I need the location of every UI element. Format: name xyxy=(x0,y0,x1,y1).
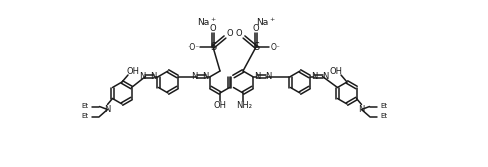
Text: Na: Na xyxy=(197,18,209,27)
Text: O: O xyxy=(253,24,259,33)
Text: Et: Et xyxy=(81,114,88,120)
Text: N: N xyxy=(358,105,365,114)
Text: O: O xyxy=(227,29,233,38)
Text: N: N xyxy=(203,72,209,81)
Text: N: N xyxy=(191,72,198,81)
Text: ·O⁻: ·O⁻ xyxy=(187,42,199,51)
Text: Et: Et xyxy=(81,104,88,110)
Text: N: N xyxy=(265,72,272,81)
Text: O⁻: O⁻ xyxy=(271,42,281,51)
Text: OH: OH xyxy=(214,102,226,111)
Text: N: N xyxy=(323,72,329,81)
Text: O: O xyxy=(210,24,216,33)
Text: N: N xyxy=(254,72,261,81)
Text: O: O xyxy=(236,29,243,38)
Text: OH: OH xyxy=(126,66,140,75)
Text: S: S xyxy=(210,42,216,52)
Text: Na: Na xyxy=(256,18,268,27)
Text: N: N xyxy=(311,72,318,81)
Text: NH₂: NH₂ xyxy=(236,102,252,111)
Text: N: N xyxy=(150,72,157,81)
Text: +: + xyxy=(210,17,216,22)
Text: OH: OH xyxy=(329,66,343,75)
Text: S: S xyxy=(253,42,259,52)
Text: Et: Et xyxy=(381,114,387,120)
Text: +: + xyxy=(269,17,275,22)
Text: N: N xyxy=(104,105,111,114)
Text: Et: Et xyxy=(381,104,387,110)
Text: N: N xyxy=(139,72,145,81)
